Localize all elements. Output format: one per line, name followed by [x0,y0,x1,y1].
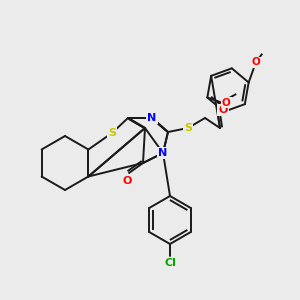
Text: O: O [122,176,132,186]
Text: N: N [147,113,157,123]
Text: Cl: Cl [164,258,176,268]
Text: S: S [108,128,116,138]
Text: N: N [158,148,168,158]
Text: O: O [222,98,231,107]
Text: O: O [218,105,228,115]
Text: S: S [184,123,192,133]
Text: O: O [251,58,260,68]
